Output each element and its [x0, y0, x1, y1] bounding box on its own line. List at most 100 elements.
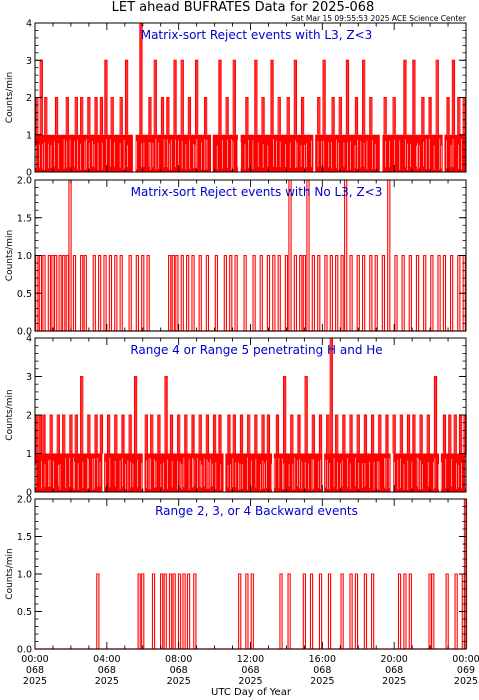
- data-spike: [103, 254, 107, 331]
- data-spike: [163, 573, 167, 649]
- data-spike: [146, 254, 150, 331]
- data-spike: [362, 254, 366, 331]
- data-spike: [284, 254, 289, 331]
- data-spike: [172, 573, 176, 649]
- x-tick-time: 16:00: [309, 654, 336, 665]
- panel-title: Range 4 or Range 5 penetrating H and He: [130, 343, 382, 357]
- panel-title: Matrix-sort Reject events with No L3, Z<…: [131, 185, 383, 199]
- data-spike: [151, 573, 156, 649]
- data-spike: [214, 254, 219, 331]
- series-spikes: [96, 498, 468, 649]
- y-axis-label: Counts/min: [5, 389, 15, 440]
- data-spike: [279, 573, 283, 649]
- data-spike: [387, 179, 391, 331]
- baseline-texture: [35, 138, 462, 171]
- baseline-fill: [35, 134, 466, 172]
- data-spike: [302, 254, 307, 331]
- y-tick-label: 2: [26, 411, 32, 422]
- data-spike: [272, 254, 276, 331]
- data-spike: [340, 573, 344, 649]
- y-tick-label: 1.0: [17, 251, 32, 262]
- y-axis: 0 1 2 3 4: [26, 334, 466, 499]
- series-spikes: [35, 179, 466, 331]
- data-spike: [428, 573, 432, 649]
- data-spike: [302, 573, 307, 649]
- data-spike: [293, 254, 298, 331]
- y-tick-label: 1.0: [17, 570, 32, 581]
- y-axis: 0.0 0.5 1.0 1.5 2.0: [17, 176, 466, 338]
- data-spike: [287, 573, 291, 649]
- x-ticks: [34, 499, 467, 649]
- x-tick-time: 20:00: [380, 654, 407, 665]
- x-tick-doy: 068: [26, 665, 44, 676]
- data-spike: [454, 573, 458, 649]
- data-spike: [363, 573, 368, 649]
- x-ticks: [34, 180, 467, 331]
- panel-title: Range 2, 3, or 4 Backward events: [155, 504, 358, 518]
- data-spike: [108, 254, 113, 331]
- data-spike: [168, 254, 172, 331]
- x-tick-doy: 068: [98, 665, 116, 676]
- x-tick-time: 08:00: [165, 654, 192, 665]
- x-ticks: [34, 338, 467, 492]
- x-tick-year: 2025: [23, 676, 47, 687]
- data-spike: [47, 254, 51, 331]
- data-spike: [243, 254, 247, 331]
- data-spike: [205, 254, 210, 331]
- data-spike: [374, 254, 378, 331]
- panel-title: Matrix-sort Reject events with L3, Z<3: [141, 28, 373, 42]
- generation-timestamp: Sat Mar 15 09:55:53 2025 ACE Science Cen…: [291, 14, 467, 23]
- data-spike: [68, 179, 72, 331]
- y-tick-label: 0.0: [17, 327, 32, 338]
- y-tick-label: 4: [26, 334, 32, 345]
- data-spike: [354, 573, 359, 649]
- data-spike: [423, 254, 427, 331]
- data-spike: [335, 254, 339, 331]
- data-spike: [58, 254, 62, 331]
- data-spike: [177, 573, 182, 649]
- y-axis-label: Counts/min: [5, 548, 15, 599]
- data-spike: [403, 573, 407, 649]
- data-spike: [252, 254, 256, 331]
- x-tick-year: 2025: [167, 676, 191, 687]
- y-tick-label: 0.5: [17, 607, 32, 618]
- panel-4: 0.0 0.5 1.0 1.5 2.0 Counts/min Range 2, 3, or …: [5, 495, 468, 656]
- y-tick-label: 3: [26, 372, 32, 383]
- data-spike: [445, 573, 449, 649]
- data-spike: [191, 254, 195, 331]
- y-tick-label: 0.5: [17, 289, 32, 300]
- data-spike: [394, 254, 398, 331]
- x-tick-doy: 068: [385, 665, 403, 676]
- data-spike: [141, 254, 145, 331]
- data-spike: [356, 254, 360, 331]
- data-spike: [128, 254, 132, 331]
- panel-3: 0 1 2 3 4 Counts/min Range 4 or Range 5 penetr…: [5, 334, 467, 499]
- y-axis-label: Counts/min: [5, 230, 15, 281]
- data-spike: [96, 573, 100, 649]
- x-tick-time: 00:00: [21, 654, 48, 665]
- data-spike: [309, 573, 314, 649]
- data-spike: [175, 254, 179, 331]
- data-spike: [186, 254, 190, 331]
- data-spike: [180, 254, 184, 331]
- data-spike: [54, 254, 58, 331]
- x-tick-time: 04:00: [93, 654, 120, 665]
- x-axis-label: UTC Day of Year: [211, 687, 292, 698]
- x-tick-year: 2025: [382, 676, 406, 687]
- data-spike: [223, 254, 227, 331]
- y-tick-label: 0: [26, 488, 32, 499]
- data-spike: [83, 254, 87, 331]
- y-tick-label: 1: [26, 449, 32, 460]
- data-spike: [324, 254, 328, 331]
- data-spike: [306, 179, 310, 331]
- data-spike: [171, 254, 175, 331]
- data-spike: [349, 573, 353, 649]
- data-spike: [408, 573, 412, 649]
- data-spike: [431, 573, 435, 649]
- data-spike: [186, 573, 191, 649]
- data-spike: [277, 254, 281, 331]
